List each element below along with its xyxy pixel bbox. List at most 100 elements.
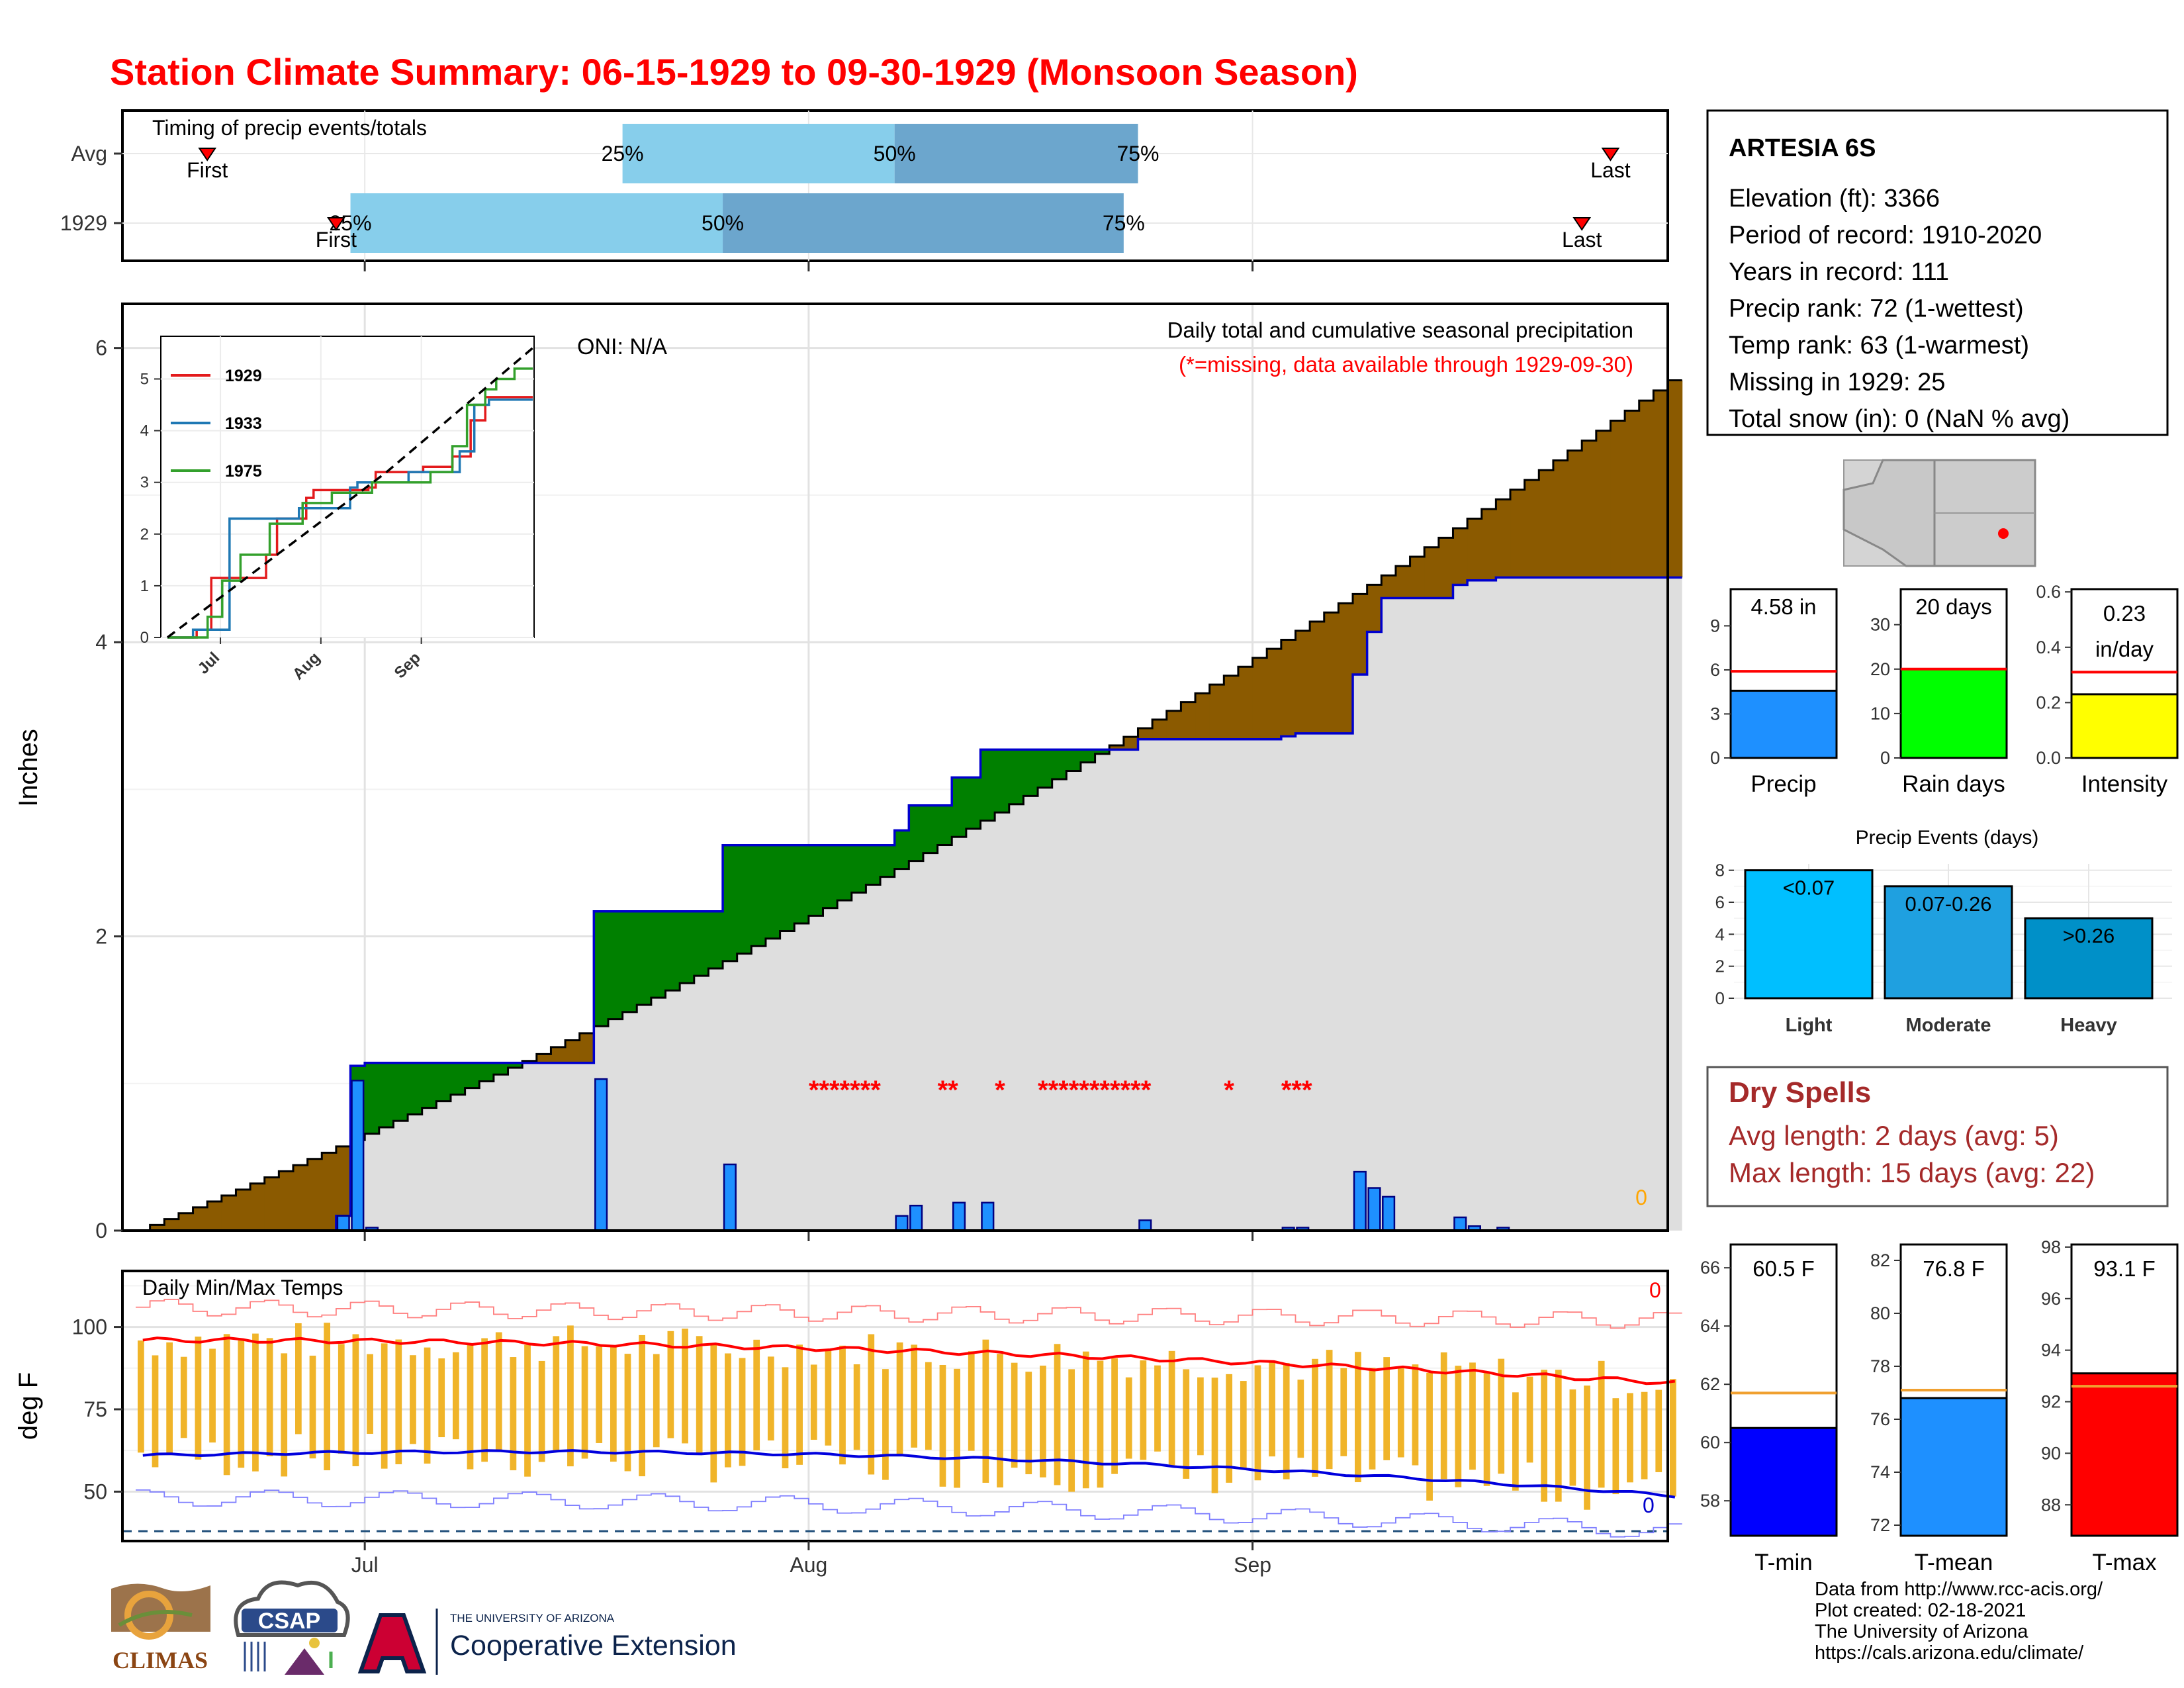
daily-precip-bar (1138, 1219, 1152, 1232)
daily-temp-bar (1483, 1373, 1490, 1486)
surplus-area (737, 845, 752, 954)
surplus-area (508, 1062, 523, 1068)
missing-data-markers: ******* ** * *********** * *** (809, 1076, 1312, 1105)
daily-temp-bar (1025, 1372, 1032, 1475)
dry-spells-max: Max length: 15 days (avg: 22) (1729, 1157, 2095, 1188)
events-category-label: Heavy (2060, 1015, 2116, 1036)
temp-bar-y-tick-label: 92 (2041, 1392, 2061, 1412)
deficit-area (1109, 745, 1124, 750)
daily-temp-bar (209, 1348, 216, 1443)
daily-temp-bar (1082, 1351, 1089, 1489)
location-map (1843, 459, 2036, 567)
daily-temp-bar (510, 1357, 517, 1471)
daily-temp-bar (166, 1342, 173, 1456)
bar-y-tick-label: 30 (1870, 615, 1890, 635)
surplus-area (823, 845, 838, 908)
climas-logo-ring (124, 1591, 173, 1640)
credit-line: Plot created: 02-18-2021 (1815, 1600, 2026, 1621)
events-y-tick-label: 4 (1715, 924, 1725, 944)
deficit-area (1138, 728, 1153, 739)
events-category-label: Light (1786, 1015, 1833, 1036)
temp-x-tick-label: Jul (351, 1553, 379, 1577)
daily-temp-bar (853, 1364, 860, 1450)
inset-line-1933 (167, 398, 533, 639)
timing-quantile-label: 75% (1103, 211, 1145, 235)
daily-temp-bar (1269, 1362, 1275, 1457)
temp-lines (136, 1299, 1682, 1538)
climas-logo-swoosh (118, 1610, 193, 1627)
temp-y-axis: 50 75 100 (72, 1315, 122, 1503)
ua-extension-logo: THE UNIVERSITY OF ARIZONA Cooperative Ex… (357, 1609, 737, 1675)
daily-temp-bar (223, 1334, 230, 1476)
surplus-area (909, 805, 924, 861)
station-detail-line: Elevation (ft): 3366 (1729, 185, 1940, 212)
inset-legend-label: 1933 (225, 414, 262, 433)
daily-temp-bar (753, 1339, 760, 1450)
bar-value-label: 4.58 in (1751, 594, 1816, 619)
inset-y-tick-label: 3 (140, 474, 149, 492)
page-title: Station Climate Summary: 06-15-1929 to 0… (110, 51, 1358, 93)
daily-temp-bar (1154, 1365, 1161, 1452)
temp-bar-y-tick-label: 74 (1870, 1462, 1890, 1482)
deficit-area (1224, 675, 1239, 739)
deficit-area (1582, 440, 1597, 578)
events-y-tick-label: 0 (1715, 988, 1725, 1008)
daily-temp-bar (982, 1339, 989, 1483)
daily-temp-bar (653, 1354, 660, 1448)
deficit-area (1553, 460, 1569, 578)
surplus-area (837, 845, 852, 901)
bar-y-tick-label: 0.2 (2036, 692, 2061, 712)
temp-bar-value-label: 76.8 F (1923, 1256, 1985, 1281)
average-min-line (142, 1449, 1676, 1499)
precip-events-chart: Precip Events (days) <0.07 Light 0.07-0.26… (1715, 827, 2172, 1036)
daily-temp-bar (1526, 1376, 1533, 1463)
daily-temp-bar (1011, 1362, 1018, 1468)
inset-line-1975 (167, 367, 533, 639)
timing-title: Timing of precip events/totals (152, 116, 427, 140)
daily-temp-bar (868, 1334, 875, 1475)
station-detail-line: Missing in 1929: 25 (1729, 369, 1945, 397)
surplus-area (1009, 749, 1024, 804)
deficit-area (1424, 547, 1439, 598)
season-temp-bars: 60.5 F T-min 58 60 62 64 66 76.8 F T-mean 72 74 76 7… (1700, 1237, 2179, 1575)
bar-y-tick-label: 3 (1710, 704, 1720, 724)
bar-value-label: 0.23 (2103, 601, 2146, 626)
surplus-area (780, 845, 795, 931)
surplus-area (1066, 749, 1081, 771)
daily-temp-bar (896, 1342, 903, 1456)
timing-quantile-label: 50% (702, 211, 744, 235)
daily-temp-bar (1498, 1358, 1505, 1474)
deficit-area (1410, 556, 1425, 598)
daily-temp-bar (1397, 1367, 1404, 1458)
station-detail-line: Period of record: 1910-2020 (1729, 222, 2042, 250)
daily-temp-bar (796, 1344, 803, 1465)
bar-category-label: Intensity (2081, 771, 2168, 797)
temp-y-tick-label: 100 (72, 1315, 107, 1339)
deficit-area (1668, 380, 1683, 578)
footer-logos: CLIMAS CSAP THE UNIVERSITY OF ARIZONA Co… (111, 1580, 737, 1675)
timing-first-marker (327, 217, 345, 231)
bar-y-tick-label: 0 (1710, 748, 1720, 768)
daily-temp-bar (1469, 1362, 1476, 1470)
daily-temp-bar (1440, 1352, 1447, 1479)
ua-big-text: Cooperative Extension (450, 1630, 737, 1662)
surplus-area (393, 1062, 408, 1121)
temp-bar-y-tick-label: 64 (1700, 1316, 1720, 1336)
events-y-tick-label: 8 (1715, 861, 1725, 880)
deficit-area (579, 1033, 594, 1063)
missing-stars-group: * (1224, 1076, 1234, 1105)
bar-category-label: Rain days (1902, 771, 2005, 797)
deficit-area (1453, 528, 1468, 585)
temp-bar-y-tick-label: 66 (1700, 1258, 1720, 1278)
daily-temp-bar (1455, 1366, 1462, 1487)
surplus-area (365, 1062, 380, 1134)
deficit-area (178, 1213, 194, 1231)
events-bar-label: 0.07-0.26 (1905, 892, 1992, 915)
deficit-area (193, 1207, 208, 1231)
daily-temp-bar (882, 1369, 889, 1480)
csap-logo: CSAP (234, 1580, 350, 1675)
deficit-area (1653, 390, 1668, 578)
timing-last-marker (1572, 217, 1592, 231)
